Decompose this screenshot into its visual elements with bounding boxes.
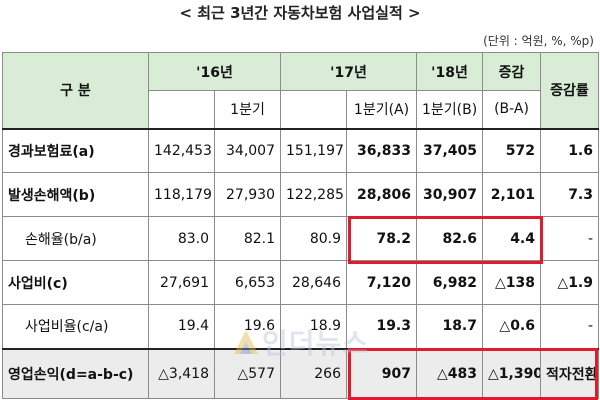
- row-label: 발생손해액(b): [2, 172, 149, 217]
- header-row-label: 구 분: [2, 52, 149, 129]
- cell-2018-q1: 6,982: [416, 260, 483, 305]
- cell-diff: △1,390: [482, 347, 541, 399]
- header-rate: 증감률: [540, 52, 599, 129]
- cell-rate: 1.6: [540, 127, 599, 173]
- table-row-total: 영업손익(d=a-b-c) △3,418 △577 266 907 △483 △…: [2, 347, 599, 399]
- header-2016: '16년: [148, 52, 281, 91]
- cell-2016: 83.0: [148, 216, 215, 261]
- cell-diff: 4.4: [482, 216, 541, 261]
- cell-2016-q1: 82.1: [214, 216, 281, 261]
- cell-rate: 적자전환: [540, 347, 599, 399]
- cell-2017-q1: 19.3: [346, 304, 417, 349]
- cell-2016: 142,453: [148, 127, 215, 173]
- cell-2016-q1: 6,653: [214, 260, 281, 305]
- cell-2016: 19.4: [148, 304, 215, 349]
- header-2017-q1a: 1분기(A): [346, 90, 417, 129]
- row-label: 사업비(c): [2, 260, 149, 305]
- table-row: 경과보험료(a) 142,453 34,007 151,197 36,833 3…: [2, 127, 599, 173]
- cell-rate: -: [540, 304, 599, 349]
- cell-2018-q1: 18.7: [416, 304, 483, 349]
- cell-2017: 28,646: [280, 260, 347, 305]
- cell-2017-q1: 907: [346, 347, 417, 399]
- row-label: 영업손익(d=a-b-c): [2, 347, 149, 399]
- cell-2017-q1: 36,833: [346, 127, 417, 173]
- header-2018-q1b: 1분기(B): [416, 90, 483, 129]
- cell-2018-q1: 82.6: [416, 216, 483, 261]
- row-label: 사업비율(c/a): [2, 304, 149, 349]
- table-row: 사업비(c) 27,691 6,653 28,646 7,120 6,982 △…: [2, 260, 599, 305]
- cell-diff: △0.6: [482, 304, 541, 349]
- cell-rate: -: [540, 216, 599, 261]
- cell-2017: 18.9: [280, 304, 347, 349]
- cell-2018-q1: 37,405: [416, 127, 483, 173]
- cell-2016-q1: △577: [214, 347, 281, 399]
- cell-diff: 2,101: [482, 172, 541, 217]
- cell-2018-q1: 30,907: [416, 172, 483, 217]
- cell-2017: 151,197: [280, 127, 347, 173]
- header-2016-blank: [148, 90, 215, 129]
- cell-diff: 572: [482, 127, 541, 173]
- cell-2016: 118,179: [148, 172, 215, 217]
- cell-2017: 266: [280, 347, 347, 399]
- cell-diff: △138: [482, 260, 541, 305]
- cell-rate: △1.9: [540, 260, 599, 305]
- cell-2017-q1: 78.2: [346, 216, 417, 261]
- cell-2016: △3,418: [148, 347, 215, 399]
- insurance-results-table: 구 분 '16년 '17년 '18년 증감 증감률 1분기 1분기(A) 1분기…: [2, 52, 599, 399]
- cell-2017: 80.9: [280, 216, 347, 261]
- table-row: 발생손해액(b) 118,179 27,930 122,285 28,806 3…: [2, 172, 599, 217]
- header-2016-q1: 1분기: [214, 90, 281, 129]
- row-label: 경과보험료(a): [2, 127, 149, 173]
- table-row: 손해율(b/a) 83.0 82.1 80.9 78.2 82.6 4.4 -: [2, 216, 599, 261]
- cell-2017-q1: 7,120: [346, 260, 417, 305]
- header-diff: (B-A): [482, 90, 541, 129]
- cell-rate: 7.3: [540, 172, 599, 217]
- cell-2017-q1: 28,806: [346, 172, 417, 217]
- unit-note: (단위 : 억원, %, %p): [483, 34, 594, 48]
- header-change: 증감: [482, 52, 541, 91]
- header-2018: '18년: [416, 52, 483, 91]
- cell-2018-q1: △483: [416, 347, 483, 399]
- table-row: 사업비율(c/a) 19.4 19.6 18.9 19.3 18.7 △0.6 …: [2, 304, 599, 349]
- cell-2016: 27,691: [148, 260, 215, 305]
- cell-2017: 122,285: [280, 172, 347, 217]
- cell-2016-q1: 19.6: [214, 304, 281, 349]
- cell-2016-q1: 34,007: [214, 127, 281, 173]
- cell-2016-q1: 27,930: [214, 172, 281, 217]
- row-label: 손해율(b/a): [2, 216, 149, 261]
- page-title: < 최근 3년간 자동차보험 사업실적 >: [179, 4, 421, 22]
- header-2017-blank: [280, 90, 347, 129]
- header-2017: '17년: [280, 52, 417, 91]
